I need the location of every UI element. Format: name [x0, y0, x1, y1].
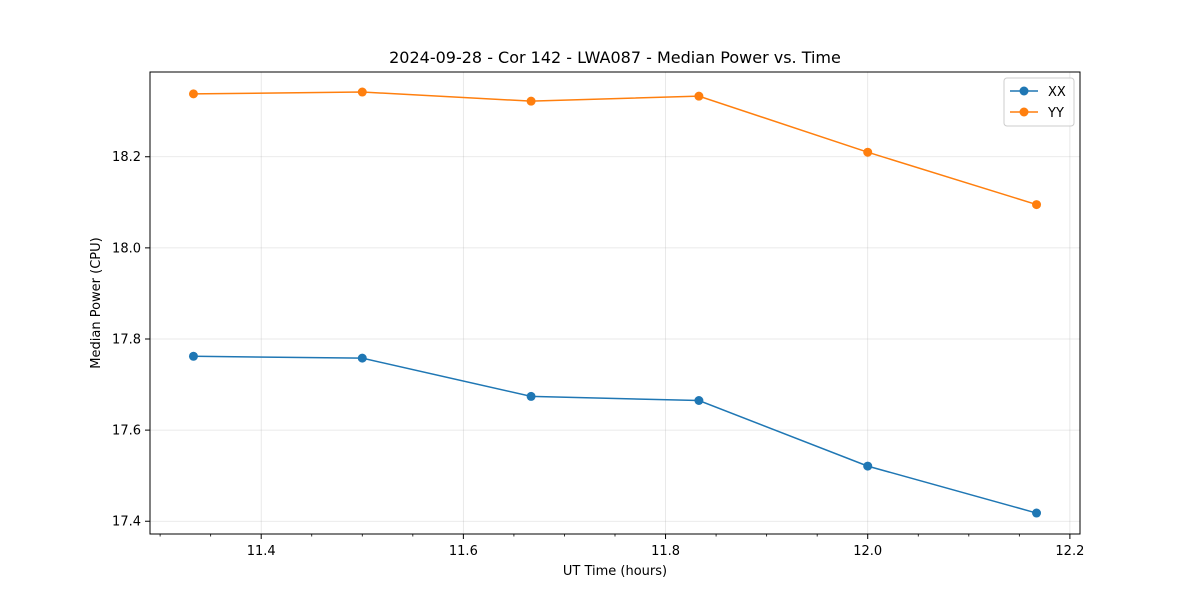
axis-ticks: 11.4 11.6 11.8 12.0 12.2 17.4 17.6 17.8 18.0 18.2 [112, 150, 1084, 559]
data-point-yy [1032, 200, 1042, 210]
y-axis-title: Median Power (CPU) [89, 237, 104, 368]
data-point-xx [863, 461, 873, 471]
legend: XX YY [1003, 77, 1075, 127]
data-point-yy [188, 89, 198, 99]
grid [150, 72, 1080, 534]
x-tick-label: 11.6 [449, 544, 478, 559]
data-point-xx [1032, 508, 1042, 518]
x-tick-label: 12.2 [1055, 544, 1084, 559]
x-tick-label: 12.0 [853, 544, 882, 559]
series-line-yy [193, 91, 1037, 206]
y-tick-label: 17.6 [112, 424, 141, 439]
chart-title: 2024-09-28 - Cor 142 - LWA087 - Median P… [389, 48, 841, 67]
data-point-xx [694, 396, 704, 406]
data-point-xx [526, 391, 536, 401]
x-tick-label: 11.8 [651, 544, 680, 559]
y-tick-label: 18.0 [112, 241, 141, 256]
y-tick-label: 17.8 [112, 332, 141, 347]
data-point-xx [357, 353, 367, 363]
legend-marker-yy [1019, 107, 1029, 117]
legend-marker-xx [1019, 86, 1029, 96]
data-point-yy [357, 87, 367, 97]
legend-label-xx: XX [1048, 85, 1066, 100]
legend-label-yy: YY [1047, 106, 1064, 121]
data-point-yy [526, 96, 536, 106]
data-point-xx [188, 351, 198, 361]
x-axis-title: UT Time (hours) [563, 564, 667, 579]
y-tick-label: 18.2 [112, 150, 141, 165]
x-tick-label: 11.4 [247, 544, 276, 559]
series-line-xx [193, 355, 1037, 514]
series-layer [188, 87, 1042, 518]
y-tick-label: 17.4 [112, 515, 141, 530]
data-point-yy [694, 91, 704, 101]
data-point-yy [863, 147, 873, 157]
